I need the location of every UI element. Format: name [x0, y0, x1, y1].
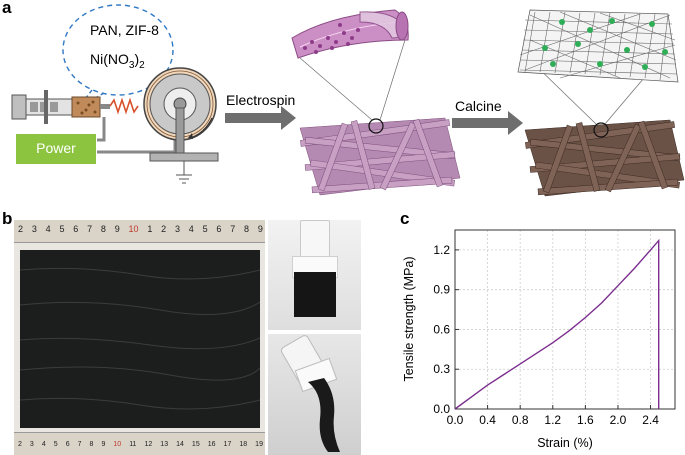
power-supply-box: Power — [16, 134, 96, 164]
ruler-digit: 10 — [128, 224, 139, 234]
ruler-bottom-digits: 2 3 4 5 6 7 8 9 10 11 12 13 14 15 16 17 18 19 — [18, 441, 263, 448]
bubble-line2-main: Ni(NO — [90, 51, 129, 67]
ruler-digit: 9 — [101, 441, 106, 448]
bend-photo-bottom — [268, 334, 361, 455]
panel-a-letter: a — [2, 0, 12, 17]
ruler-digit: 7 — [230, 224, 236, 234]
jet-zigzag — [109, 97, 139, 115]
x-tick-label: 2.4 — [642, 413, 659, 427]
ruler-digit: 8 — [89, 441, 94, 448]
ruler-digit: 19 — [255, 441, 263, 448]
electrospin-arrow — [225, 106, 296, 130]
y-tick-label: 1.2 — [433, 243, 450, 257]
stress-strain-curve — [454, 238, 660, 410]
collector-drum-icon — [143, 67, 219, 184]
power-label: Power — [36, 140, 76, 156]
ruler-digit: 9 — [114, 224, 120, 234]
ruler-digit: 16 — [207, 441, 216, 448]
membrane-sample — [294, 272, 336, 317]
ruler-digit: 4 — [188, 224, 194, 234]
ruler-digit: 3 — [31, 224, 37, 234]
ruler-digit: 15 — [191, 441, 200, 448]
ruler-digit: 7 — [77, 441, 82, 448]
bubble-precursor-line2: Ni(NO3)2 — [90, 51, 145, 71]
ruler-bottom: 2 3 4 5 6 7 8 9 10 11 12 13 14 15 16 17 18 19 — [14, 432, 265, 455]
ruler-digit: 11 — [129, 441, 137, 448]
ruler-top: 2 3 4 5 6 7 8 9 10 1 2 3 4 5 6 7 8 9 — [14, 220, 265, 243]
ruler-digit: 9 — [257, 224, 263, 234]
ruler-digit: 4 — [45, 224, 51, 234]
ruler-digit: 6 — [73, 224, 79, 234]
ruler-digit: 8 — [244, 224, 250, 234]
syringe-pump-icon — [11, 90, 110, 124]
panel-a-schematic — [11, 4, 685, 197]
membrane-texture — [19, 267, 261, 410]
ruler-digit: 8 — [100, 224, 106, 234]
membrane-photo: 2 3 4 5 6 7 8 9 10 1 2 3 4 5 6 7 8 9 2 3 4 5 6 7 8 9 10 11 12 13 14 15… — [14, 220, 265, 455]
ruler-digit: 5 — [53, 441, 58, 448]
ruler-digit: 6 — [65, 441, 70, 448]
ruler-digit: 7 — [87, 224, 93, 234]
black-membrane — [19, 250, 261, 428]
ruler-digit: 5 — [202, 224, 208, 234]
carbon-fiber-mat-icon — [524, 119, 685, 197]
calcine-arrow — [452, 111, 523, 135]
bubble-line2-sub: 3 — [128, 59, 135, 71]
chart-grid — [455, 230, 675, 409]
fiber-closeup-icon — [291, 9, 409, 59]
ruler-digit: 10 — [113, 441, 122, 448]
y-tick-label: 0.0 — [433, 402, 450, 416]
panel-b-letter: b — [2, 209, 13, 228]
ruler-digit: 18 — [239, 441, 248, 448]
ruler-digit: 3 — [174, 224, 180, 234]
x-tick-label: 2.0 — [610, 413, 627, 427]
x-tick-label: 1.2 — [544, 413, 561, 427]
bubble-line2-close: ) — [134, 51, 140, 67]
tensile-chart: 0.0 0.4 0.8 1.2 1.6 2.0 2.4 0.0 0.3 0.6 0.9 1.2 St… — [402, 229, 676, 450]
bent-membrane-drawing — [280, 335, 340, 452]
y-tick-label: 0.3 — [433, 362, 450, 376]
precursor-bubble — [62, 4, 174, 96]
ruler-digit: 1 — [147, 224, 153, 234]
electrospin-label: Electrospin — [226, 92, 296, 108]
ruler-digit: 6 — [216, 224, 222, 234]
x-ticks: 0.0 0.4 0.8 1.2 1.6 2.0 2.4 — [447, 405, 659, 427]
ruler-digit: 5 — [59, 224, 65, 234]
ruler-digit: 12 — [144, 441, 153, 448]
x-tick-label: 0.8 — [512, 413, 529, 427]
ruler-digit: 2 — [18, 224, 24, 234]
x-axis-label: Strain (%) — [537, 436, 593, 450]
ruler-digit: 17 — [223, 441, 232, 448]
panel-c-letter: c — [400, 209, 410, 228]
y-axis-label: Tensile strength (MPa) — [402, 256, 416, 381]
x-tick-label: 1.6 — [577, 413, 594, 427]
x-tick-label: 0.4 — [479, 413, 496, 427]
ruler-digit: 4 — [41, 441, 46, 448]
bubble-line2-sub2: 2 — [139, 59, 145, 71]
bubble-precursor-line1: PAN, ZIF-8 — [90, 22, 159, 38]
mat-zoom-circle — [368, 118, 384, 134]
y-tick-label: 0.9 — [433, 283, 450, 297]
plot-frame — [454, 229, 676, 410]
ruler-digit: 3 — [29, 441, 34, 448]
pan-fiber-mat-icon — [299, 117, 461, 196]
ruler-digit: 13 — [160, 441, 169, 448]
carbon-mat-zoom-circle — [593, 122, 609, 138]
ruler-digit: 2 — [161, 224, 167, 234]
ruler-digit: 14 — [176, 441, 184, 448]
x-tick-label: 0.0 — [447, 413, 464, 427]
graphene-sheet-icon — [517, 9, 679, 83]
clamp-photo-top — [268, 220, 361, 330]
ruler-top-digits: 2 3 4 5 6 7 8 9 10 1 2 3 4 5 6 7 8 9 — [18, 224, 263, 234]
calcine-label: Calcine — [455, 98, 502, 114]
ruler-digit: 2 — [18, 441, 22, 448]
y-tick-label: 0.6 — [433, 322, 450, 336]
